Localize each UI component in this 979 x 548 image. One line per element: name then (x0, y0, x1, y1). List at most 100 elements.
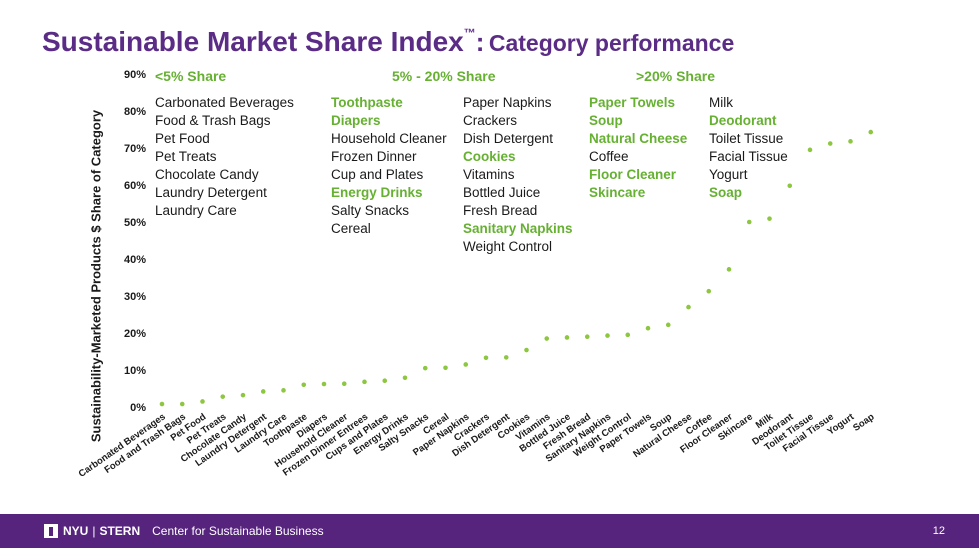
category-item: Cup and Plates (331, 167, 424, 182)
high-share-list-1: Paper Towels Soup Natural Cheese Coffee … (589, 94, 687, 202)
y-tick-label: 30% (124, 291, 146, 303)
data-point (807, 147, 813, 153)
mid-share-list-1: Toothpaste Diapers Household Cleaner Fro… (331, 94, 447, 238)
mid-share-list-2: Paper Napkins Crackers Dish Detergent Co… (463, 94, 573, 256)
category-item: Facial Tissue (709, 149, 788, 164)
data-point (422, 365, 428, 371)
data-point (321, 381, 327, 387)
category-item: Vitamins (463, 167, 515, 182)
data-point (645, 325, 651, 331)
data-point (726, 267, 732, 272)
data-point (179, 401, 185, 407)
high-share-list-2: Milk Deodorant Toilet Tissue Facial Tiss… (709, 94, 788, 202)
data-point (503, 355, 509, 360)
category-item: Food & Trash Bags (155, 113, 271, 128)
x-tick-label: Soap (851, 411, 876, 433)
category-item: Fresh Bread (463, 203, 538, 218)
category-item: Crackers (463, 113, 518, 128)
category-item-highlighted: Skincare (589, 185, 646, 200)
data-point (362, 379, 367, 385)
page-number: 12 (932, 525, 945, 537)
category-item: Salty Snacks (331, 203, 410, 218)
data-point (787, 183, 793, 189)
data-point (605, 333, 610, 338)
category-item: Paper Napkins (463, 95, 552, 110)
nyu-stern-logo: NYU | STERN Center for Sustainable Busin… (44, 524, 324, 538)
data-point (584, 334, 590, 340)
y-tick-label: 90% (124, 69, 146, 81)
scatter-plot: 0% 10% 20% 30% 40% 50% 60% 70% 80% 90% Carbonated … (77, 69, 877, 480)
y-tick-label: 10% (124, 365, 146, 377)
category-item-highlighted: Soap (709, 185, 743, 200)
footer-bar: NYU | STERN Center for Sustainable Busin… (0, 514, 979, 548)
data-point (544, 336, 550, 341)
category-item-highlighted: Diapers (331, 113, 381, 128)
data-point (200, 399, 205, 404)
y-tick-label: 20% (124, 328, 146, 340)
data-point (260, 389, 266, 394)
group-heading-high-share: >20% Share (636, 68, 715, 84)
category-item-highlighted: Toothpaste (331, 95, 403, 110)
category-item-highlighted: Sanitary Napkins (463, 221, 573, 236)
data-point (706, 288, 712, 294)
data-point (443, 365, 448, 371)
data-point (564, 335, 570, 340)
category-item: Carbonated Beverages (155, 95, 294, 110)
data-point (848, 139, 853, 144)
y-tick-label: 40% (124, 254, 146, 266)
low-share-list: Carbonated Beverages Food & Trash Bags P… (155, 94, 294, 220)
category-item: Chocolate Candy (155, 167, 259, 182)
title-main: Sustainable Market Share Index (42, 26, 464, 57)
category-item: Laundry Detergent (155, 185, 267, 200)
category-item: Milk (709, 95, 733, 110)
category-item: Dish Detergent (463, 131, 554, 146)
slide-title: Sustainable Market Share Index™: Categor… (42, 26, 734, 58)
logo-stern: STERN (99, 524, 141, 538)
group-heading-mid-share: 5% - 20% Share (392, 68, 496, 84)
data-point (402, 375, 408, 381)
category-item: Weight Control (463, 239, 553, 254)
data-point (220, 394, 226, 399)
data-point (665, 322, 671, 328)
group-heading-low-share: <5% Share (155, 68, 227, 84)
data-point (382, 378, 388, 384)
center-name: Center for Sustainable Business (152, 524, 324, 538)
data-point (281, 388, 286, 393)
y-tick-label: 60% (124, 180, 146, 192)
torch-icon (44, 524, 58, 538)
data-point (159, 401, 165, 407)
trademark-symbol: ™ (463, 26, 476, 40)
y-tick-label: 80% (124, 106, 146, 118)
category-item: Cereal (331, 221, 371, 236)
title-colon: : (475, 27, 485, 57)
category-item-highlighted: Paper Towels (589, 95, 676, 110)
data-point (868, 129, 874, 135)
category-item-highlighted: Soup (589, 113, 623, 128)
category-item-highlighted: Deodorant (709, 113, 777, 128)
data-point (767, 216, 772, 221)
y-tick-label: 70% (124, 143, 146, 155)
category-item-highlighted: Floor Cleaner (589, 167, 677, 182)
data-point (240, 392, 246, 398)
category-item-highlighted: Cookies (463, 149, 516, 164)
category-item: Yogurt (709, 167, 748, 182)
category-item: Toilet Tissue (709, 131, 784, 146)
category-item: Coffee (589, 149, 629, 164)
category-item: Bottled Juice (463, 185, 541, 200)
logo-nyu: NYU (63, 524, 89, 538)
data-point (463, 362, 469, 367)
y-tick-label: 50% (124, 217, 146, 229)
data-point (625, 332, 631, 338)
y-tick-label: 0% (130, 402, 146, 414)
category-item: Pet Food (155, 131, 210, 146)
category-item: Pet Treats (155, 149, 217, 164)
data-point (301, 382, 307, 388)
data-point (746, 219, 752, 225)
category-item: Frozen Dinner (331, 149, 417, 164)
data-point (827, 141, 833, 146)
logo-divider: | (92, 524, 96, 538)
category-item-highlighted: Natural Cheese (589, 131, 688, 146)
x-tick-label: Carbonated Beverages (77, 411, 168, 479)
category-item-highlighted: Energy Drinks (331, 185, 423, 200)
data-point (524, 347, 529, 353)
